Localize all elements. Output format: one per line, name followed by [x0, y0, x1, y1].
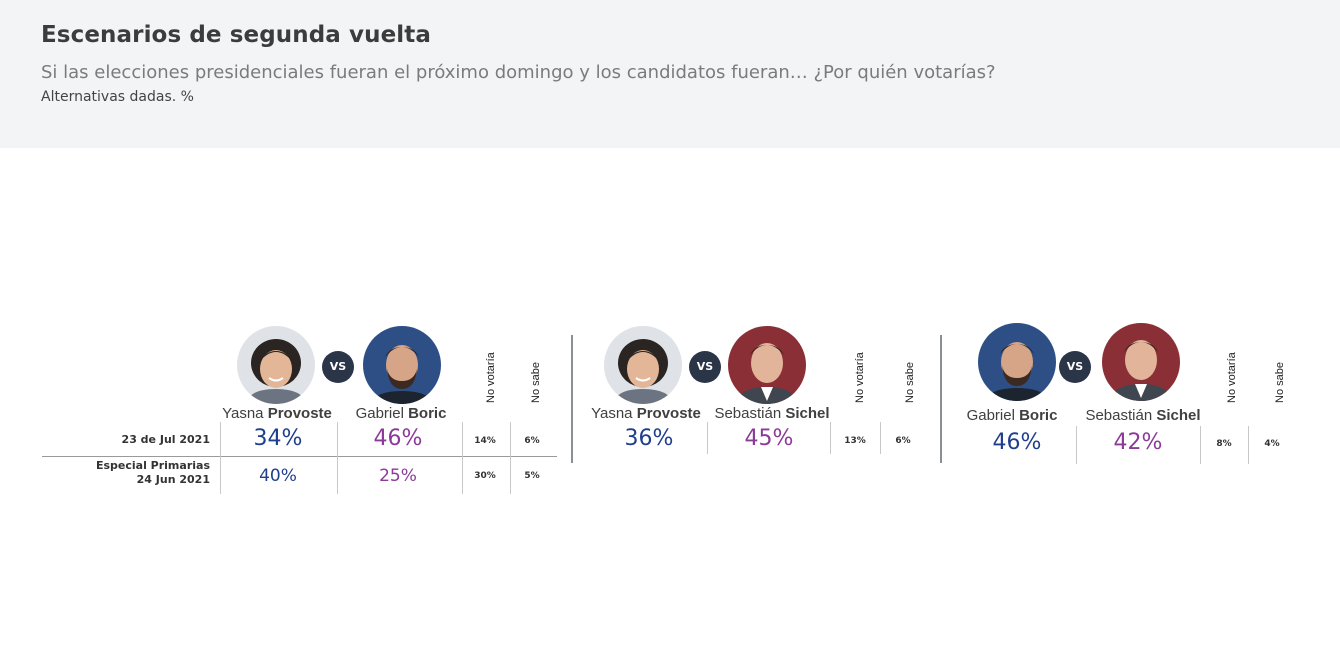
- value-no-sabe-current: 4%: [1264, 439, 1280, 449]
- vs-badge: VS: [322, 351, 354, 383]
- page-note: Alternativas dadas. %: [41, 89, 194, 105]
- grid-line: [220, 422, 221, 494]
- page-title: Escenarios de segunda vuelta: [41, 22, 431, 48]
- value-c2-current: 45%: [744, 426, 794, 451]
- row-label-previous-1: Especial Primarias: [95, 459, 210, 472]
- value-no-votaria-current: 8%: [1216, 439, 1232, 449]
- provoste-portrait-icon: [237, 326, 315, 404]
- row-divider: [42, 456, 557, 457]
- avatar-boric: [362, 325, 442, 409]
- cand2-name: Gabriel Boric: [355, 405, 447, 422]
- value-no-sabe-current: 6%: [895, 436, 911, 446]
- value-c2-current: 42%: [1113, 430, 1163, 455]
- vs-badge: VS: [689, 351, 721, 383]
- col-label-no-sabe: No sabe: [1274, 362, 1286, 403]
- avatar-provoste: [603, 325, 683, 409]
- avatar-sichel: [1101, 322, 1181, 406]
- value-no-votaria-previous: 30%: [474, 471, 496, 481]
- value-c1-current: 36%: [624, 426, 674, 451]
- grid-line: [1076, 426, 1077, 464]
- grid-line: [510, 422, 511, 494]
- col-label-no-sabe: No sabe: [904, 362, 916, 403]
- cand1-name: Yasna Provoste: [222, 405, 332, 422]
- value-c1-current: 34%: [253, 426, 303, 451]
- grid-line: [707, 422, 708, 454]
- page-subtitle: Si las elecciones presidenciales fueran …: [41, 62, 996, 83]
- value-c2-previous: 25%: [379, 466, 417, 486]
- grid-line: [337, 422, 338, 494]
- provoste-portrait-icon: [604, 326, 682, 404]
- grid-line: [830, 422, 831, 454]
- row-label-previous-2: 24 Jun 2021: [136, 473, 210, 486]
- cand1-name: Yasna Provoste: [591, 405, 701, 422]
- value-no-votaria-current: 13%: [844, 436, 866, 446]
- col-label-no-votaria: No votaría: [1226, 352, 1238, 403]
- grid-line: [880, 422, 881, 454]
- grid-line: [1248, 426, 1249, 464]
- avatar-boric: [977, 322, 1057, 406]
- value-c2-current: 46%: [373, 426, 423, 451]
- vs-badge: VS: [1059, 351, 1091, 383]
- row-label-current: 23 de Jul 2021: [121, 433, 210, 446]
- cand2-name: Sebastián Sichel: [1085, 407, 1201, 424]
- boric-portrait-icon: [978, 323, 1056, 401]
- value-no-votaria-current: 14%: [474, 436, 496, 446]
- avatar-provoste: [236, 325, 316, 409]
- col-label-no-sabe: No sabe: [530, 362, 542, 403]
- grid-line: [462, 422, 463, 494]
- cand1-name: Gabriel Boric: [966, 407, 1058, 424]
- header-band: Escenarios de segunda vuelta Si las elec…: [0, 0, 1340, 148]
- grid-line: [1200, 426, 1201, 464]
- scenario-separator-1: [571, 335, 573, 463]
- value-no-sabe-previous: 5%: [524, 471, 540, 481]
- value-c1-previous: 40%: [259, 466, 297, 486]
- avatar-sichel: [727, 325, 807, 409]
- col-label-no-votaria: No votaría: [854, 352, 866, 403]
- value-no-sabe-current: 6%: [524, 436, 540, 446]
- cand2-name: Sebastián Sichel: [714, 405, 830, 422]
- col-label-no-votaria: No votaría: [485, 352, 497, 403]
- scenario-separator-2: [940, 335, 942, 463]
- sichel-portrait-icon: [728, 326, 806, 404]
- boric-portrait-icon: [363, 326, 441, 404]
- value-c1-current: 46%: [992, 430, 1042, 455]
- sichel-portrait-icon: [1102, 323, 1180, 401]
